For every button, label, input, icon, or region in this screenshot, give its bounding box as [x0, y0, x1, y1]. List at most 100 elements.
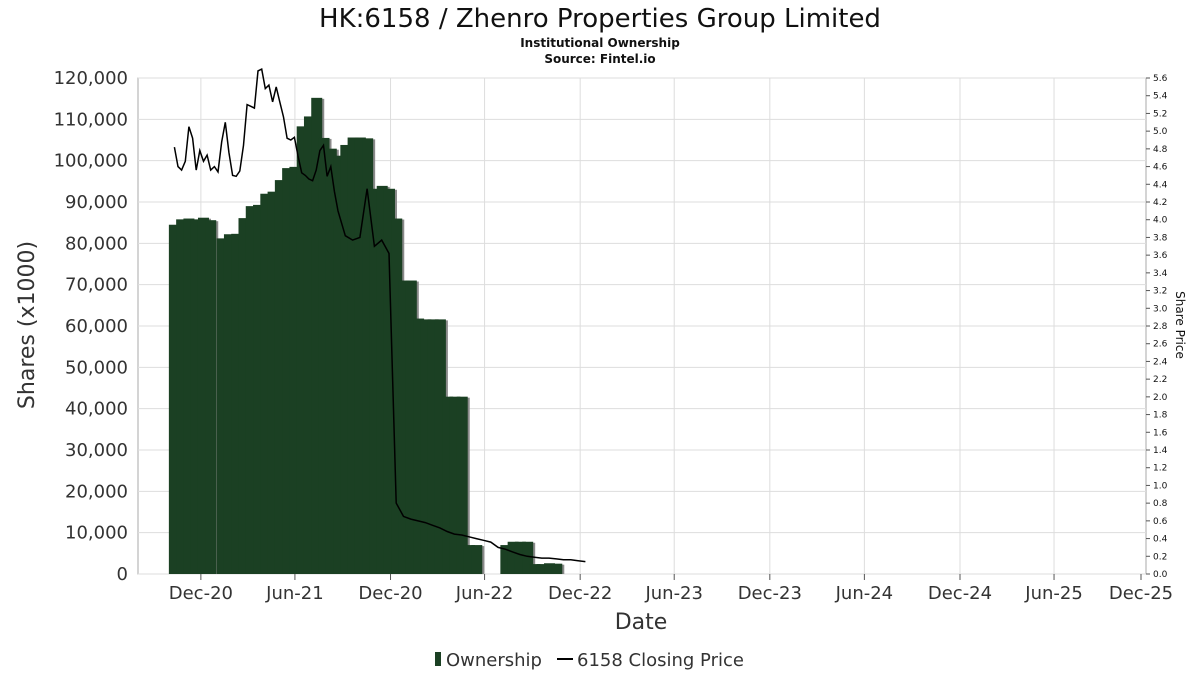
- x-tick-label: Dec-22: [548, 583, 612, 604]
- ownership-bar: [260, 193, 272, 574]
- ownership-bar: [354, 137, 366, 574]
- legend-ownership-swatch: [435, 652, 441, 666]
- y2-tick-label: 1.0: [1153, 481, 1168, 491]
- y-axis-label: Shares (x1000): [15, 241, 40, 409]
- y-tick-label: 80,000: [65, 233, 128, 254]
- x-tick-label: Dec-25: [1109, 583, 1173, 604]
- ownership-bar: [391, 218, 403, 575]
- legend-ownership-label: Ownership: [446, 650, 542, 671]
- ownership-bar: [183, 218, 195, 575]
- ownership-bar: [442, 396, 454, 574]
- ownership-bar: [205, 220, 217, 575]
- y2-tick-label: 4.0: [1153, 216, 1168, 226]
- x-axis-ticks: Dec-20 Jun-21 Dec-20 Jun-22 Dec-22 Jun-23 Dec-…: [169, 574, 1173, 604]
- ownership-bar: [223, 234, 235, 575]
- ownership-bar: [434, 319, 446, 574]
- ownership-bar: [383, 188, 395, 575]
- y2-tick-label: 2.6: [1153, 340, 1168, 350]
- x-axis-label: Date: [615, 610, 668, 635]
- x-tick-label: Jun-22: [455, 583, 514, 604]
- ownership-bar: [289, 166, 301, 574]
- y2-tick-label: 5.6: [1153, 74, 1168, 84]
- y-tick-label: 0: [117, 564, 128, 585]
- ownership-bar: [282, 168, 294, 574]
- y2-tick-label: 4.6: [1153, 163, 1168, 173]
- ownership-bar: [197, 217, 209, 574]
- y-tick-label: 40,000: [65, 399, 128, 420]
- ownership-bar: [405, 280, 417, 574]
- ownership-bar: [369, 188, 381, 575]
- ownership-bar: [551, 563, 563, 574]
- legend: Ownership 6158 Closing Price: [435, 650, 744, 671]
- ownership-bar: [176, 219, 188, 575]
- y2-tick-label: 2.8: [1153, 322, 1168, 332]
- ownership-bar: [514, 541, 526, 574]
- y2-axis-label: Share Price: [1173, 291, 1187, 359]
- y2-tick-label: 0.8: [1153, 499, 1168, 509]
- ownership-bar: [238, 218, 250, 574]
- ownership-bar: [463, 545, 475, 574]
- y2-tick-label: 3.8: [1153, 233, 1168, 243]
- y2-tick-label: 5.4: [1153, 92, 1168, 102]
- chart-subtitle: Institutional Ownership: [520, 36, 680, 50]
- ownership-bar: [274, 180, 286, 575]
- ownership-bar: [333, 155, 345, 574]
- ownership-bars: [168, 97, 565, 575]
- x-tick-label: Dec-20: [358, 583, 422, 604]
- y-tick-label: 70,000: [65, 275, 128, 296]
- chart-title: HK:6158 / Zhenro Properties Group Limite…: [319, 4, 881, 34]
- y2-tick-label: 5.0: [1153, 127, 1168, 137]
- y2-tick-label: 3.6: [1153, 251, 1168, 261]
- ownership-bar: [544, 563, 556, 574]
- y2-tick-label: 2.0: [1153, 393, 1168, 403]
- y-tick-label: 120,000: [54, 68, 128, 89]
- y2-tick-label: 1.6: [1153, 428, 1168, 438]
- ownership-bar: [340, 144, 352, 574]
- y-tick-label: 10,000: [65, 523, 128, 544]
- y2-tick-label: 3.4: [1153, 269, 1168, 279]
- y2-tick-label: 1.8: [1153, 411, 1168, 421]
- legend-price-label: 6158 Closing Price: [577, 650, 744, 671]
- ownership-bar: [245, 206, 257, 574]
- y2-tick-label: 5.2: [1153, 109, 1167, 119]
- chart-source: Source: Fintel.io: [544, 52, 655, 66]
- ownership-bar: [267, 191, 279, 574]
- ownership-bar: [522, 541, 534, 574]
- y2-tick-label: 2.4: [1153, 357, 1168, 367]
- y-tick-label: 90,000: [65, 192, 128, 213]
- ownership-bar: [190, 219, 202, 575]
- ownership-bar: [427, 319, 439, 574]
- ownership-bar: [318, 137, 330, 574]
- y2-tick-label: 4.4: [1153, 180, 1168, 190]
- y2-tick-label: 0.4: [1153, 535, 1168, 545]
- y2-tick-label: 0.2: [1153, 552, 1167, 562]
- x-tick-label: Dec-20: [169, 583, 233, 604]
- y2-tick-label: 0.6: [1153, 517, 1168, 527]
- ownership-bar: [449, 396, 461, 574]
- ownership-bar: [376, 185, 388, 574]
- ownership-bar: [471, 545, 483, 574]
- y2-tick-label: 0.0: [1153, 570, 1168, 580]
- ownership-bar: [362, 138, 374, 574]
- y2-tick-label: 3.2: [1153, 287, 1167, 297]
- y2-tick-label: 4.2: [1153, 198, 1167, 208]
- ownership-bar: [507, 541, 519, 574]
- ownership-bar: [420, 319, 432, 574]
- y-tick-label: 30,000: [65, 440, 128, 461]
- y-tick-label: 110,000: [54, 109, 128, 130]
- ownership-bar: [325, 148, 337, 574]
- closing-price-line: [173, 67, 586, 563]
- ownership-bar: [500, 545, 512, 574]
- x-tick-label: Jun-21: [265, 583, 324, 604]
- ownership-bar: [168, 224, 180, 574]
- y-axis-ticks: 0 10,000 20,000 30,000 40,000 50,000 60,000 70,…: [54, 68, 128, 585]
- ownership-bar: [311, 97, 323, 574]
- x-tick-label: Jun-25: [1024, 583, 1083, 604]
- y2-tick-label: 1.2: [1153, 464, 1167, 474]
- x-tick-label: Jun-24: [835, 583, 894, 604]
- y-tick-label: 20,000: [65, 481, 128, 502]
- y2-axis-ticks: 0.0 0.2 0.4 0.6 0.8 1.0 1.2 1.4 1.6 1.8 2.0 2.2 2.4 2…: [1146, 74, 1168, 580]
- x-tick-label: Jun-23: [644, 583, 703, 604]
